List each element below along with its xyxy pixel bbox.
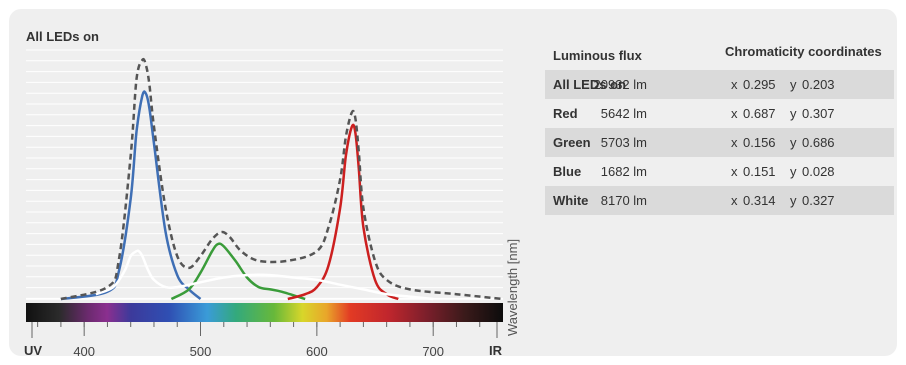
table-row-all-leds: All LEDs on 20932 lm x 0.295 y 0.203: [545, 70, 894, 99]
row-name: Blue: [553, 164, 582, 179]
row-flux: 20932 lm: [593, 77, 647, 92]
chart-title: All LEDs on: [26, 29, 99, 44]
y-label: y: [790, 135, 797, 150]
chart-grid: [26, 49, 503, 299]
luminous-flux-header: Luminous flux: [553, 48, 642, 63]
y-label: y: [790, 106, 797, 121]
x-label: x: [731, 164, 738, 179]
visible-spectrum-bar: [26, 303, 503, 322]
table-row-white: White 8170 lm x 0.314 y 0.327: [545, 186, 894, 215]
table-header: Luminous flux Chromaticity coordinates: [545, 44, 894, 70]
x-label: x: [731, 135, 738, 150]
row-name: All LEDs on: [553, 77, 626, 92]
table-row-red: Red 5642 lm x 0.687 y 0.307: [545, 99, 894, 128]
row-x-value: 0.295: [743, 77, 776, 92]
row-y-value: 0.327: [802, 193, 835, 208]
x-tick-label: 400: [73, 344, 95, 359]
x-axis-label: Wavelength [nm]: [505, 239, 520, 336]
axis-ticks: 400 500 600 700: [31, 322, 498, 359]
table-row-green: Green 5703 lm x 0.156 y 0.686: [545, 128, 894, 157]
series-line-4: [60, 57, 504, 301]
row-name: White: [553, 193, 589, 208]
x-tick-label: 700: [422, 344, 444, 359]
table-row-blue: Blue 1682 lm x 0.151 y 0.028: [545, 157, 894, 186]
row-flux: 1682 lm: [600, 164, 647, 179]
x-tick-label: 600: [306, 344, 328, 359]
series-line-3: [95, 249, 434, 301]
row-x-value: 0.151: [743, 164, 776, 179]
row-name: Red: [553, 106, 578, 121]
row-flux: 5642 lm: [600, 106, 647, 121]
row-flux: 5703 lm: [600, 135, 647, 150]
x-label: x: [731, 106, 738, 121]
y-label: y: [790, 164, 797, 179]
row-x-value: 0.156: [743, 135, 776, 150]
x-tick-label: 500: [190, 344, 212, 359]
row-y-value: 0.686: [802, 135, 835, 150]
series-line-0: [60, 90, 202, 301]
uv-label: UV: [24, 343, 42, 358]
spectrum-curves: [60, 57, 504, 301]
series-line-1: [170, 242, 306, 301]
ir-label: IR: [489, 343, 503, 358]
chromaticity-header: Chromaticity coordinates: [725, 44, 882, 59]
row-y-value: 0.203: [802, 77, 835, 92]
row-y-value: 0.028: [802, 164, 835, 179]
row-x-value: 0.314: [743, 193, 776, 208]
row-flux: 8170 lm: [600, 193, 647, 208]
row-name: Green: [553, 135, 591, 150]
y-label: y: [790, 77, 797, 92]
series-line-2: [287, 123, 399, 301]
row-y-value: 0.307: [802, 106, 835, 121]
x-label: x: [731, 77, 738, 92]
x-label: x: [731, 193, 738, 208]
row-x-value: 0.687: [743, 106, 776, 121]
led-data-table: Luminous flux Chromaticity coordinates A…: [545, 44, 894, 215]
y-label: y: [790, 193, 797, 208]
